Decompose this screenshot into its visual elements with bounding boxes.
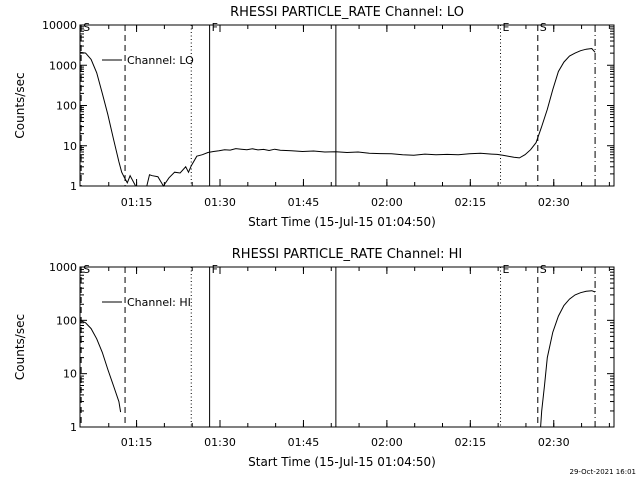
x-tick-label: 01:30: [204, 436, 236, 449]
y-tick-label: 1000: [49, 59, 77, 72]
y-tick-label: 1: [70, 421, 77, 434]
lo-channel-panel: RHESSI PARTICLE_RATE Channel: LO 1 10 100 10…: [13, 5, 615, 229]
data-series-line: [79, 319, 122, 413]
data-series-line: [79, 47, 596, 187]
event-marker-label: S: [540, 263, 547, 276]
y-tick-label: 10: [63, 140, 77, 153]
y-tick-label: 10000: [42, 19, 77, 32]
x-tick-label: 02:00: [371, 436, 403, 449]
event-marker-label: F: [212, 21, 218, 34]
legend-label: Channel: LO: [127, 54, 194, 67]
x-tick-label: 02:30: [538, 196, 570, 209]
legend-label: Channel: HI: [127, 296, 191, 309]
x-tick-label: 02:15: [454, 196, 486, 209]
hi-channel-panel: RHESSI PARTICLE_RATE Channel: HI 1 10 100 10…: [13, 247, 615, 469]
footer-timestamp: 29-Oct-2021 16:01: [570, 468, 636, 476]
y-tick-label: 1000: [49, 261, 77, 274]
event-marker-label: E: [503, 21, 510, 34]
plot-frame: [79, 266, 615, 428]
event-marker-label: E: [503, 263, 510, 276]
x-axis-label: Start Time (15-Jul-15 01:04:50): [248, 455, 436, 469]
plot-frame: [79, 24, 615, 187]
event-marker-label: S: [540, 21, 547, 34]
event-marker-label: F: [212, 263, 218, 276]
x-tick-label: 02:30: [538, 436, 570, 449]
y-tick-label: 100: [56, 314, 77, 327]
x-axis-label: Start Time (15-Jul-15 01:04:50): [248, 215, 436, 229]
chart-title: RHESSI PARTICLE_RATE Channel: HI: [232, 247, 462, 262]
x-tick-label: 01:15: [121, 196, 153, 209]
event-marker-label: S: [83, 21, 90, 34]
x-tick-label: 02:00: [371, 196, 403, 209]
y-axis-label: Counts/sec: [13, 72, 27, 138]
x-tick-label: 01:45: [288, 436, 320, 449]
x-tick-label: 01:30: [204, 196, 236, 209]
y-tick-label: 100: [56, 100, 77, 113]
x-tick-label: 01:15: [121, 436, 153, 449]
y-tick-label: 1: [70, 180, 77, 193]
x-tick-label: 01:45: [288, 196, 320, 209]
event-marker-label: S: [83, 263, 90, 276]
chart-title: RHESSI PARTICLE_RATE Channel: LO: [230, 5, 464, 20]
y-tick-label: 10: [63, 368, 77, 381]
x-tick-label: 02:15: [454, 436, 486, 449]
y-axis-label: Counts/sec: [13, 314, 27, 380]
data-series-line: [540, 290, 596, 428]
